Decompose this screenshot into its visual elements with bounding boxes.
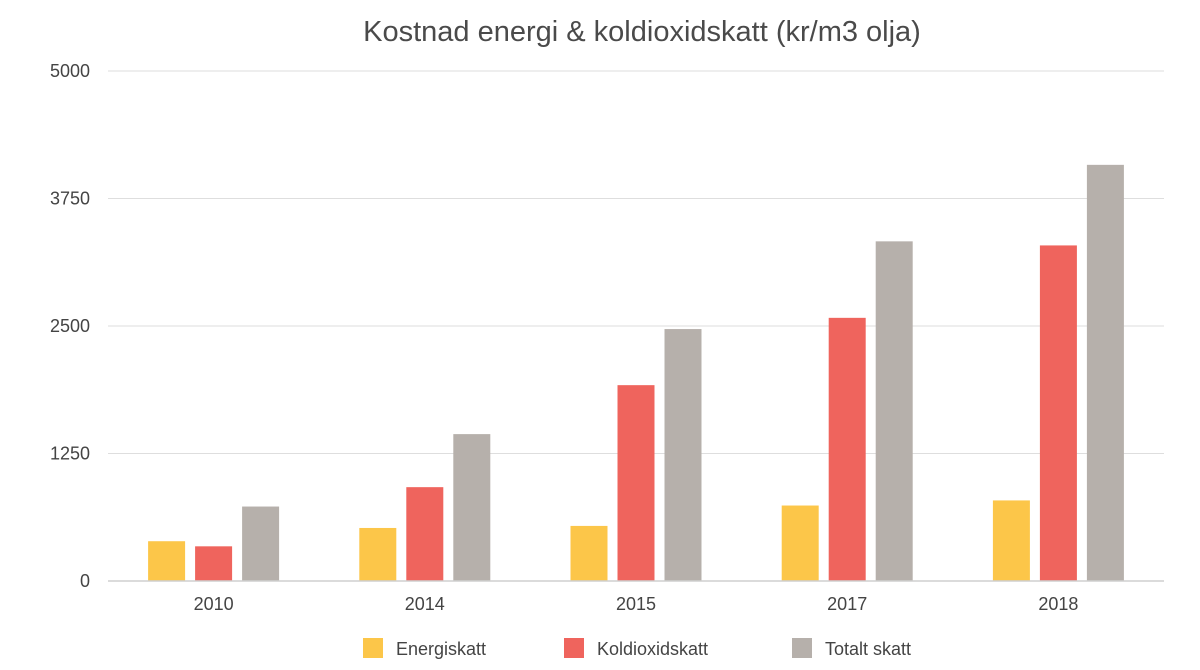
bars [148,164,1124,582]
x-tick-label: 2015 [616,594,656,614]
bar-totalt-skatt-2014 [453,434,491,581]
bar-koldioxidskatt-2015 [617,385,655,581]
bar-energiskatt-2018 [992,500,1030,581]
legend-swatch [363,638,383,658]
y-tick-label: 2500 [50,316,90,336]
legend-swatch [564,638,584,658]
legend-item: Totalt skatt [792,638,911,659]
legend-item: Energiskatt [363,638,486,659]
x-tick-label: 2018 [1038,594,1078,614]
y-axis-ticks: 0 1250 2500 3750 5000 [50,61,90,591]
bar-totalt-skatt-2015 [664,329,702,581]
y-tick-label: 3750 [50,189,90,209]
y-tick-label: 5000 [50,61,90,81]
bar-totalt-skatt-2010 [242,506,280,581]
legend-label: Koldioxidskatt [597,639,708,659]
bar-totalt-skatt-2017 [875,241,913,581]
bar-energiskatt-2015 [570,525,608,581]
y-tick-label: 0 [80,571,90,591]
legend-swatch [792,638,812,658]
bar-koldioxidskatt-2017 [828,317,866,581]
bar-koldioxidskatt-2018 [1039,245,1077,582]
bar-koldioxidskatt-2010 [195,546,233,581]
x-tick-label: 2017 [827,594,867,614]
bar-energiskatt-2014 [359,527,397,581]
legend-label: Totalt skatt [825,639,911,659]
chart-title: Kostnad energi & koldioxidskatt (kr/m3 o… [363,16,921,48]
x-tick-label: 2014 [405,594,445,614]
legend: Energiskatt Koldioxidskatt Totalt skatt [363,638,911,659]
x-axis-ticks: 2010 2014 2015 2017 2018 [194,594,1079,614]
bar-energiskatt-2010 [148,541,186,581]
bar-energiskatt-2017 [781,505,819,581]
legend-item: Koldioxidskatt [564,638,708,659]
legend-label: Energiskatt [396,639,486,659]
y-tick-label: 1250 [50,444,90,464]
bar-koldioxidskatt-2014 [406,487,444,581]
bar-totalt-skatt-2018 [1086,164,1124,581]
x-tick-label: 2010 [194,594,234,614]
